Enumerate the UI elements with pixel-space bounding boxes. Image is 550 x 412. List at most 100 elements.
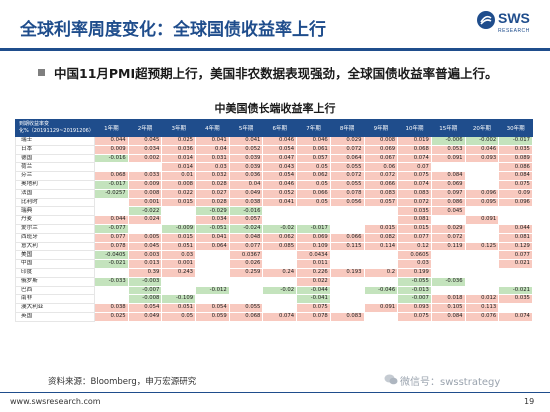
value-cell — [329, 215, 365, 225]
value-cell: 0.097 — [430, 188, 466, 199]
value-cell — [262, 294, 298, 305]
value-cell: 0.048 — [228, 232, 264, 243]
value-cell: 0.091 — [464, 215, 500, 225]
value-cell: 0.03 — [397, 259, 432, 269]
value-cell: 0.06 — [363, 162, 399, 173]
value-cell: -0.016 — [228, 206, 264, 217]
value-cell: 0.086 — [498, 162, 533, 173]
value-cell: 0.129 — [498, 241, 533, 252]
value-cell — [262, 250, 298, 261]
value-cell: 0.055 — [228, 303, 264, 313]
table-title: 中美国债长端收益率上行 — [214, 102, 336, 115]
value-cell: 0.093 — [397, 303, 432, 313]
value-cell: 0.113 — [464, 303, 500, 313]
value-cell — [363, 294, 399, 305]
value-cell: 0.083 — [363, 188, 399, 199]
value-cell: 0.072 — [329, 171, 365, 181]
country-cell: 西班牙 — [15, 232, 95, 243]
value-cell: 0.039 — [228, 162, 264, 173]
country-cell: 巴西 — [15, 285, 95, 296]
value-cell: 0.055 — [329, 179, 365, 190]
value-cell — [464, 162, 500, 173]
column-header: 9年期 — [363, 119, 399, 137]
value-cell — [464, 232, 500, 243]
value-cell — [161, 285, 197, 296]
value-cell: 0.03 — [161, 250, 197, 261]
value-cell: 0.062 — [296, 171, 331, 181]
value-cell: -0.077 — [94, 223, 129, 234]
value-cell — [498, 267, 533, 278]
value-cell: -0.006 — [430, 136, 466, 146]
table-row: 巴西 -0.007 -0.012 -0.02 -0.044 -0.046 -0.013 -0.… — [15, 285, 533, 296]
value-cell — [296, 215, 331, 225]
value-cell: 0.044 — [94, 215, 129, 225]
value-cell — [329, 250, 365, 261]
value-cell: 0.077 — [498, 250, 533, 261]
country-cell: 爱尔兰 — [15, 223, 95, 234]
value-cell: 0.054 — [127, 303, 163, 313]
value-cell — [161, 276, 197, 287]
value-cell — [195, 267, 230, 278]
value-cell: 0.036 — [161, 144, 197, 155]
column-header: 6年期 — [262, 119, 298, 137]
value-cell: 0.075 — [498, 179, 533, 190]
table-row: 芬兰 0.068 0.033 0.01 0.032 0.036 0.054 0.062 0.07… — [15, 171, 533, 181]
sws-logo: SWS RESEARCH — [476, 8, 538, 44]
value-cell: -0.016 — [94, 153, 129, 164]
value-cell: 0.072 — [397, 197, 432, 208]
value-cell — [430, 250, 466, 261]
value-cell: 0.001 — [161, 259, 197, 269]
value-cell: 0.041 — [228, 136, 264, 146]
value-cell — [262, 303, 298, 313]
value-cell: 0.095 — [464, 197, 500, 208]
value-cell: -0.036 — [430, 276, 466, 287]
value-cell: 0.074 — [498, 311, 533, 322]
value-cell: 0.074 — [262, 311, 298, 322]
value-cell: 0.057 — [228, 215, 264, 225]
value-cell — [363, 311, 399, 322]
value-cell: 0.015 — [363, 223, 399, 234]
value-cell: 0.083 — [329, 311, 365, 322]
value-cell: 0.051 — [161, 303, 197, 313]
value-cell — [127, 223, 163, 234]
value-cell: 0.077 — [397, 232, 432, 243]
value-cell: 0.046 — [262, 179, 298, 190]
page-number: 19 — [524, 397, 535, 406]
value-cell — [329, 294, 365, 305]
value-cell — [161, 206, 197, 217]
value-cell: 0.115 — [329, 241, 365, 252]
value-cell: 0.078 — [94, 241, 129, 252]
value-cell: -0.0257 — [94, 188, 129, 199]
value-cell — [195, 276, 230, 287]
value-cell — [430, 285, 466, 296]
value-cell: 0.226 — [296, 267, 331, 278]
value-cell — [464, 179, 500, 190]
value-cell: 0.084 — [430, 171, 466, 181]
value-cell: 0.021 — [498, 259, 533, 269]
value-cell: 0.024 — [127, 215, 163, 225]
value-cell: 0.075 — [397, 171, 432, 181]
value-cell: 0.022 — [296, 276, 331, 287]
bullet-text: 中国11月PMI超预期上行，美国非农数据表现强劲，全球国债收益率普遍上行。 — [54, 66, 498, 81]
value-cell: 0.084 — [430, 311, 466, 322]
footer-divider — [0, 392, 550, 393]
table-row: 瑞士 0.044 0.045 0.025 0.041 0.041 0.046 0.046 0.0… — [15, 136, 533, 146]
table-row: 法国 -0.0257 0.008 0.022 0.027 0.049 0.052 0.066 0… — [15, 188, 533, 199]
source-note: 资料来源：Bloomberg，申万宏源研究 — [48, 377, 197, 387]
value-cell: 0.076 — [464, 311, 500, 322]
value-cell: -0.008 — [127, 294, 163, 305]
value-cell: 0.038 — [228, 197, 264, 208]
table-row: 俄罗斯 -0.033 -0.003 0.022 -0.055 -0.036 — [15, 276, 533, 287]
value-cell: 0.086 — [430, 197, 466, 208]
bullet-square-icon — [38, 69, 45, 76]
value-cell — [363, 259, 399, 269]
value-cell: 0.046 — [464, 144, 500, 155]
value-cell: -0.009 — [161, 223, 197, 234]
value-cell — [94, 162, 129, 173]
value-cell: 0.054 — [262, 171, 298, 181]
country-cell: 意大利 — [15, 241, 95, 252]
value-cell: -0.007 — [127, 285, 163, 296]
value-cell: 0.068 — [94, 171, 129, 181]
value-cell: 0.051 — [161, 241, 197, 252]
value-cell: 0.064 — [329, 153, 365, 164]
